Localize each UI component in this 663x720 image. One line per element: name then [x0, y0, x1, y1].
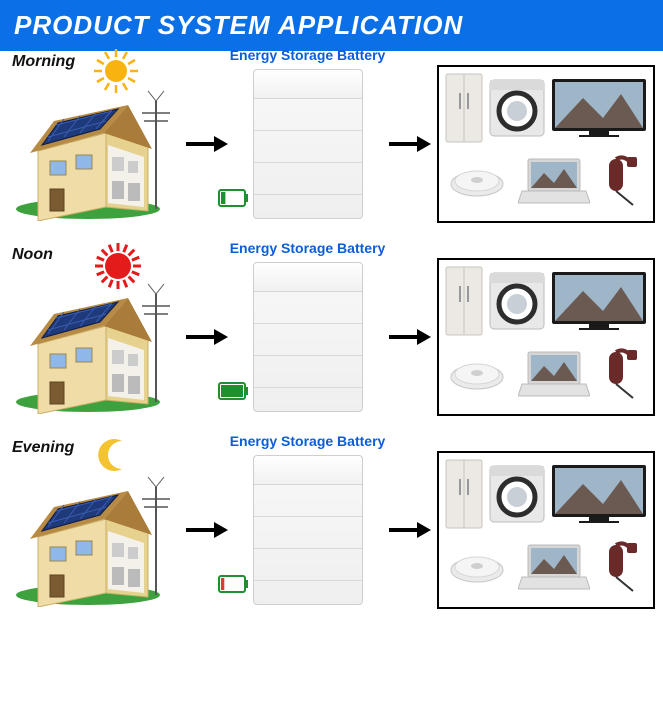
battery-column: Energy Storage Battery: [234, 262, 381, 412]
charge-level-icon: [218, 189, 252, 212]
scenario-rows: Morning Energy Storage Battery Noon: [0, 51, 663, 660]
moon-icon: [94, 435, 134, 480]
battery-title: Energy Storage Battery: [230, 240, 386, 256]
time-label: Evening: [12, 439, 74, 457]
appliances-box: [437, 258, 655, 416]
tv-icon: [551, 271, 647, 331]
battery-unit-icon: [253, 69, 363, 219]
sun-icon: [94, 49, 138, 98]
fridge-icon: [445, 459, 483, 529]
house-icon: [8, 254, 178, 414]
house-block: Noon: [8, 254, 178, 419]
laptop-icon: [518, 157, 590, 205]
vacuum-icon: [449, 164, 505, 198]
arrow-icon: [184, 520, 228, 540]
washer-icon: [489, 465, 545, 523]
battery-title: Energy Storage Battery: [230, 47, 386, 63]
scenario-row-evening: Evening Energy Storage Battery: [8, 447, 655, 612]
dryer-icon: [603, 155, 643, 207]
scenario-row-noon: Noon Energy Storage Battery: [8, 254, 655, 419]
laptop-icon: [518, 543, 590, 591]
arrow-icon: [184, 327, 228, 347]
dryer-icon: [603, 541, 643, 593]
battery-unit-icon: [253, 455, 363, 605]
charge-level-icon: [218, 382, 252, 405]
washer-icon: [489, 272, 545, 330]
house-icon: [8, 447, 178, 607]
vacuum-icon: [449, 550, 505, 584]
appliances-box: [437, 65, 655, 223]
battery-column: Energy Storage Battery: [234, 69, 381, 219]
dryer-icon: [603, 348, 643, 400]
washer-icon: [489, 79, 545, 137]
vacuum-icon: [449, 357, 505, 391]
house-block: Evening: [8, 447, 178, 612]
scenario-row-morning: Morning Energy Storage Battery: [8, 61, 655, 226]
tv-icon: [551, 78, 647, 138]
fridge-icon: [445, 266, 483, 336]
house-block: Morning: [8, 61, 178, 226]
laptop-icon: [518, 350, 590, 398]
tv-icon: [551, 464, 647, 524]
arrow-icon: [184, 134, 228, 154]
arrow-icon: [387, 134, 431, 154]
time-label: Noon: [12, 246, 53, 264]
battery-column: Energy Storage Battery: [234, 455, 381, 605]
house-icon: [8, 61, 178, 221]
charge-level-icon: [218, 575, 252, 598]
battery-unit-icon: [253, 262, 363, 412]
appliances-box: [437, 451, 655, 609]
fridge-icon: [445, 73, 483, 143]
arrow-icon: [387, 327, 431, 347]
header-title: PRODUCT SYSTEM APPLICATION: [14, 10, 463, 40]
header: PRODUCT SYSTEM APPLICATION: [0, 0, 663, 51]
sun-icon: [94, 242, 142, 295]
arrow-icon: [387, 520, 431, 540]
time-label: Morning: [12, 53, 75, 71]
battery-title: Energy Storage Battery: [230, 433, 386, 449]
